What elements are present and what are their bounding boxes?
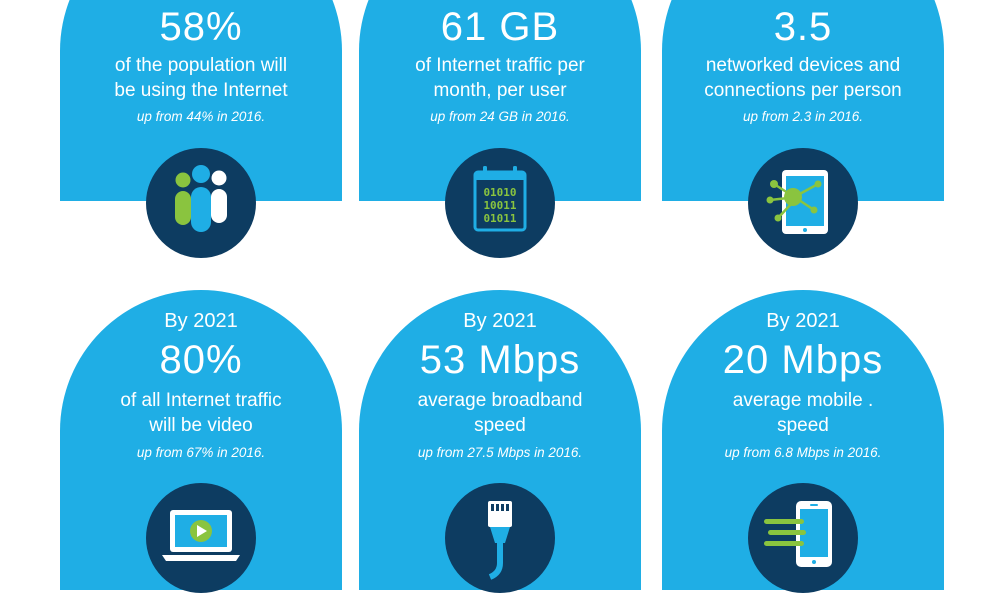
stat-description-line: average broadband: [417, 390, 583, 411]
stat-card-mobile-speed: By 2021 20 Mbps average mobile . speed u…: [662, 290, 944, 593]
stat-card-broadband-speed: By 2021 53 Mbps average broadband speed …: [359, 290, 641, 593]
stat-description-line: speed: [777, 415, 829, 436]
stat-description-line: average mobile .: [732, 390, 874, 411]
stat-description: networked devices and connections per pe…: [682, 53, 924, 103]
stat-year: By 2021: [463, 310, 537, 332]
stat-description-line: month, per user: [433, 80, 567, 101]
stat-description-line: will be video: [149, 415, 253, 436]
svg-text:01010: 01010: [483, 186, 516, 199]
stat-description: average broadband speed: [379, 388, 621, 438]
stat-year: By 2021: [766, 310, 840, 332]
ethernet-cable-icon: [445, 483, 555, 593]
stat-description-line: be using the Internet: [114, 80, 288, 101]
mobile-speed-icon: [748, 483, 858, 593]
stat-description-line: networked devices and: [705, 55, 901, 76]
stat-value: 58%: [159, 5, 243, 49]
stat-note: up from 67% in 2016.: [136, 445, 266, 460]
people-icon: [146, 148, 256, 258]
stat-note: up from 44% in 2016.: [136, 109, 266, 124]
stat-value: 53 Mbps: [419, 338, 581, 382]
stat-description-line: of Internet traffic per: [415, 55, 585, 76]
stat-note: up from 2.3 in 2016.: [742, 109, 864, 124]
stat-card-traffic-per-user: 61 GB of Internet traffic per month, per…: [359, 0, 641, 258]
stat-value: 3.5: [773, 5, 833, 49]
stat-note: up from 24 GB in 2016.: [430, 109, 570, 124]
stat-value: 20 Mbps: [722, 338, 884, 382]
stat-description-line: speed: [474, 415, 526, 436]
stat-description-line: of all Internet traffic: [120, 390, 282, 411]
stat-card-devices-per-person: 3.5 networked devices and connections pe…: [662, 0, 944, 258]
stat-description: of Internet traffic per month, per user: [379, 53, 621, 103]
stat-card-video-traffic: By 2021 80% of all Internet traffic will…: [60, 290, 342, 593]
tablet-network-icon: [748, 148, 858, 258]
binary-calendar-icon: 01010 10011 01011: [445, 148, 555, 258]
stat-card-population: 58% of the population will be using the …: [60, 0, 342, 258]
svg-text:10011: 10011: [483, 199, 516, 212]
svg-text:01011: 01011: [483, 212, 516, 225]
stat-year: By 2021: [164, 310, 238, 332]
stat-description-line: of the population will: [114, 55, 288, 76]
stat-note: up from 6.8 Mbps in 2016.: [724, 445, 882, 460]
stat-description: average mobile . speed: [682, 388, 924, 438]
laptop-video-icon: [146, 483, 256, 593]
stat-value: 61 GB: [440, 5, 560, 49]
stat-value: 80%: [159, 338, 243, 382]
stat-description-line: connections per person: [704, 80, 902, 101]
stat-description: of the population will be using the Inte…: [80, 53, 322, 103]
stat-note: up from 27.5 Mbps in 2016.: [417, 445, 583, 460]
stat-description: of all Internet traffic will be video: [80, 388, 322, 438]
